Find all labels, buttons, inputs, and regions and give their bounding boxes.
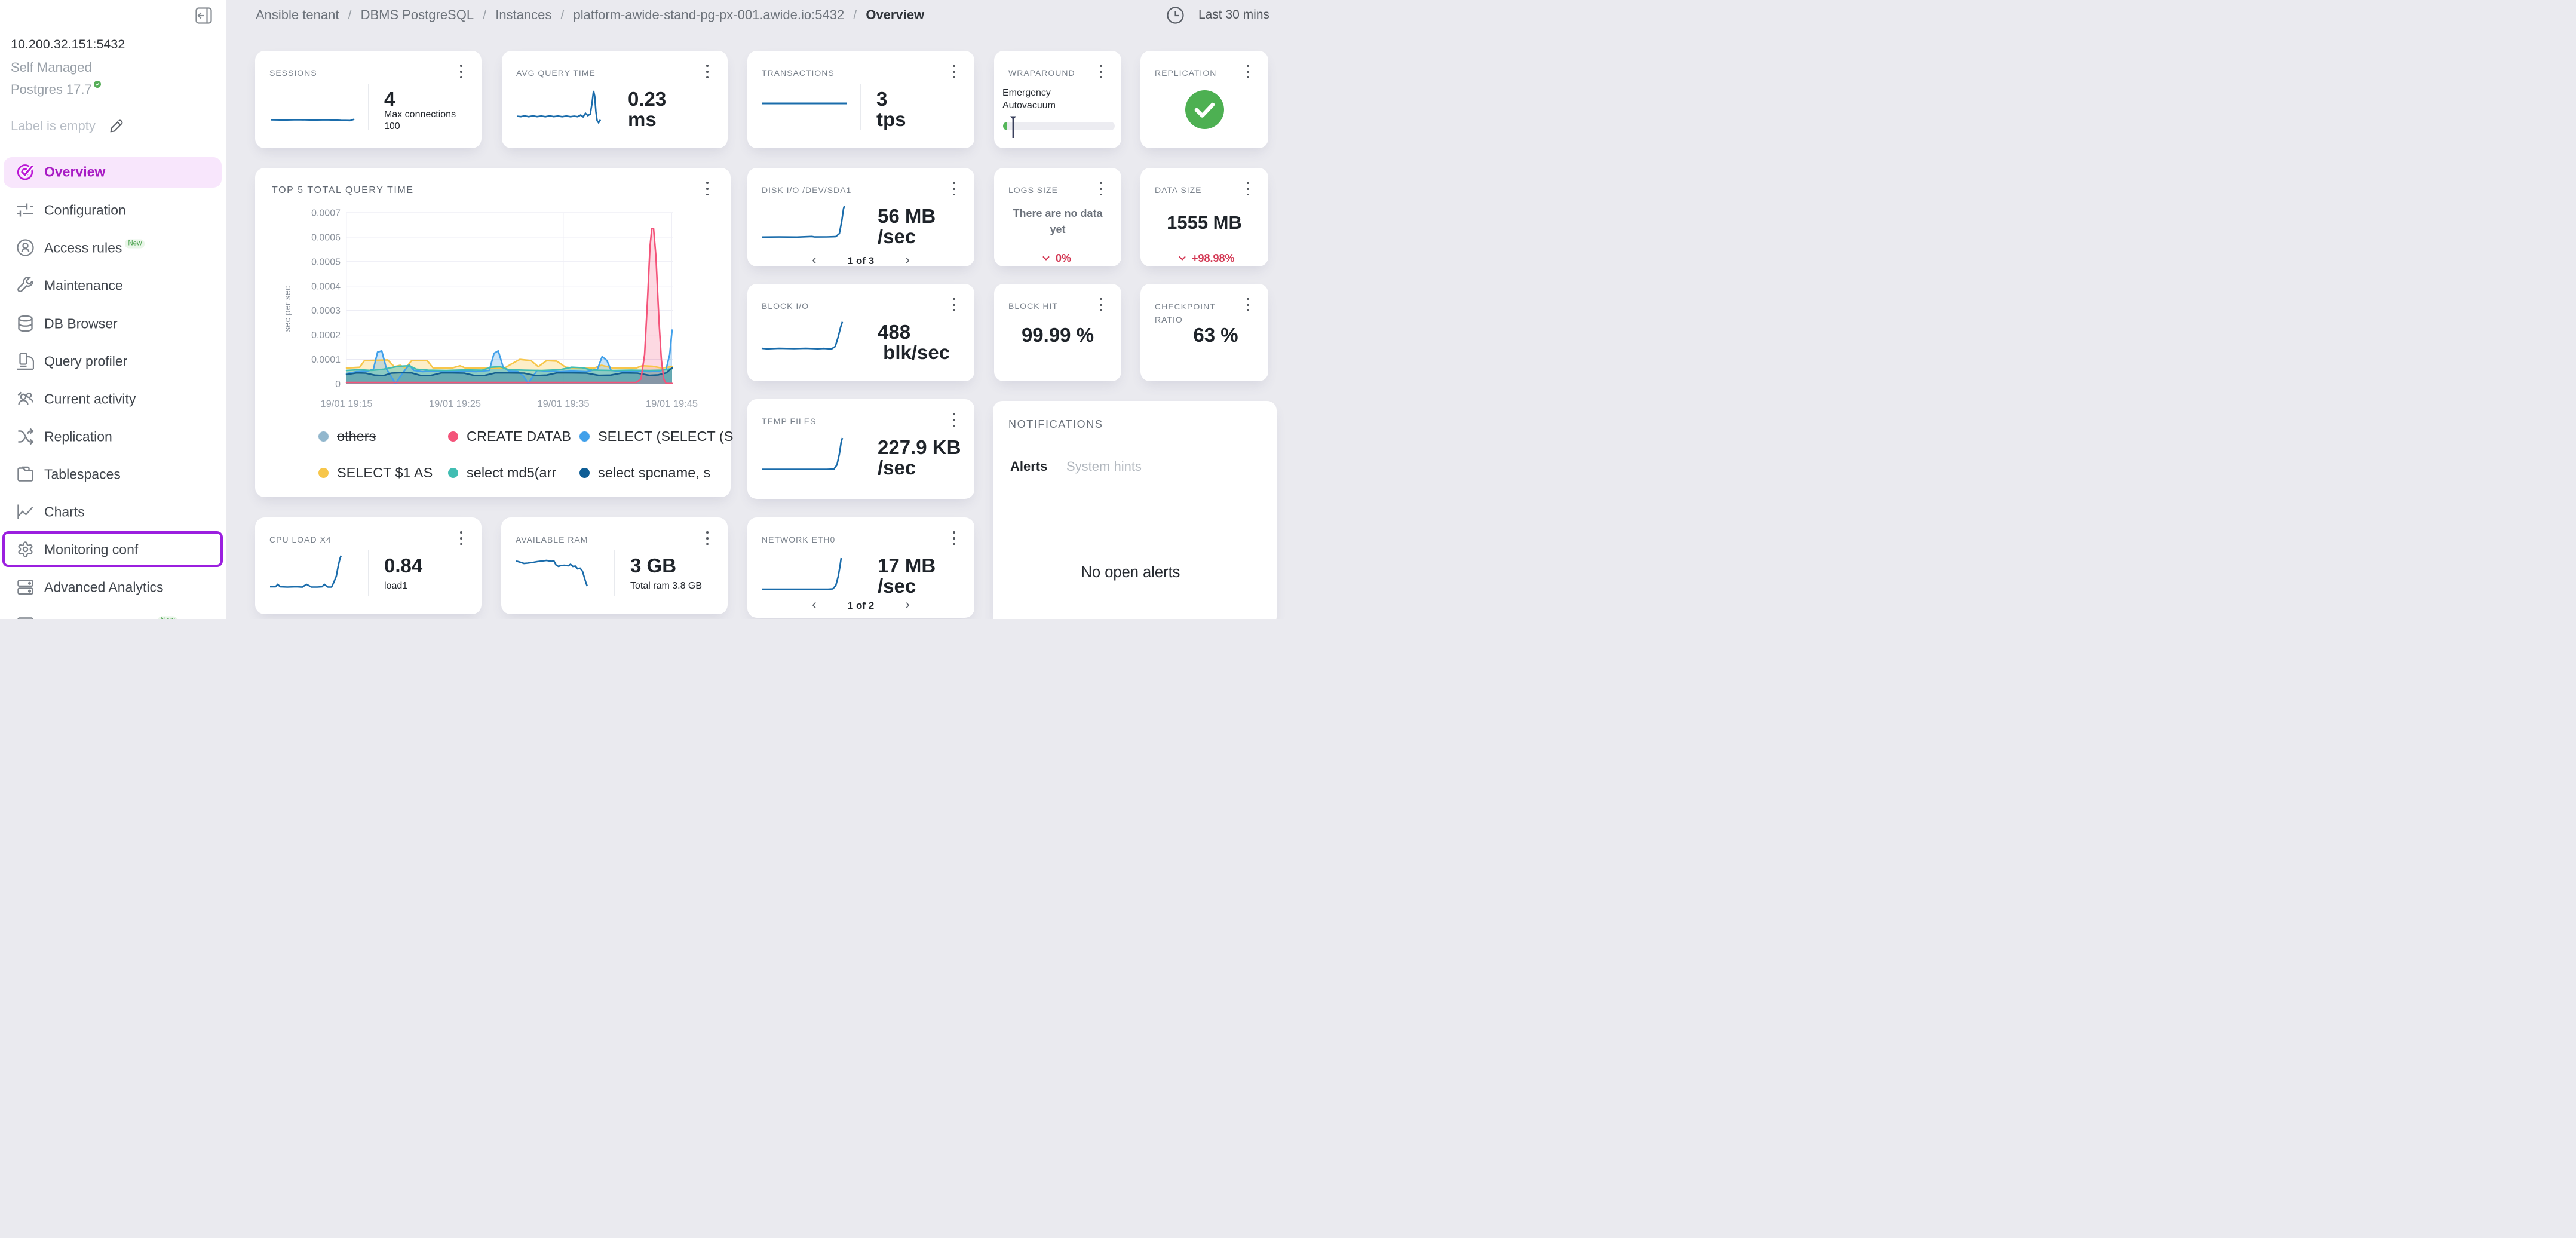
svg-text:19/01 19:45: 19/01 19:45 <box>646 399 698 409</box>
svg-text:19/01 19:35: 19/01 19:35 <box>537 399 589 409</box>
svg-text:0.0007: 0.0007 <box>311 209 341 219</box>
svg-text:0.0004: 0.0004 <box>311 281 341 292</box>
svg-text:0.0005: 0.0005 <box>311 257 341 267</box>
svg-text:19/01 19:15: 19/01 19:15 <box>320 399 372 409</box>
svg-text:sec per sec: sec per sec <box>283 286 293 332</box>
svg-text:0.0002: 0.0002 <box>311 330 341 341</box>
svg-text:0.0003: 0.0003 <box>311 306 341 316</box>
svg-text:0.0006: 0.0006 <box>311 232 341 243</box>
svg-text:0: 0 <box>335 379 341 390</box>
svg-text:0.0001: 0.0001 <box>311 355 341 365</box>
svg-text:19/01 19:25: 19/01 19:25 <box>429 399 481 409</box>
